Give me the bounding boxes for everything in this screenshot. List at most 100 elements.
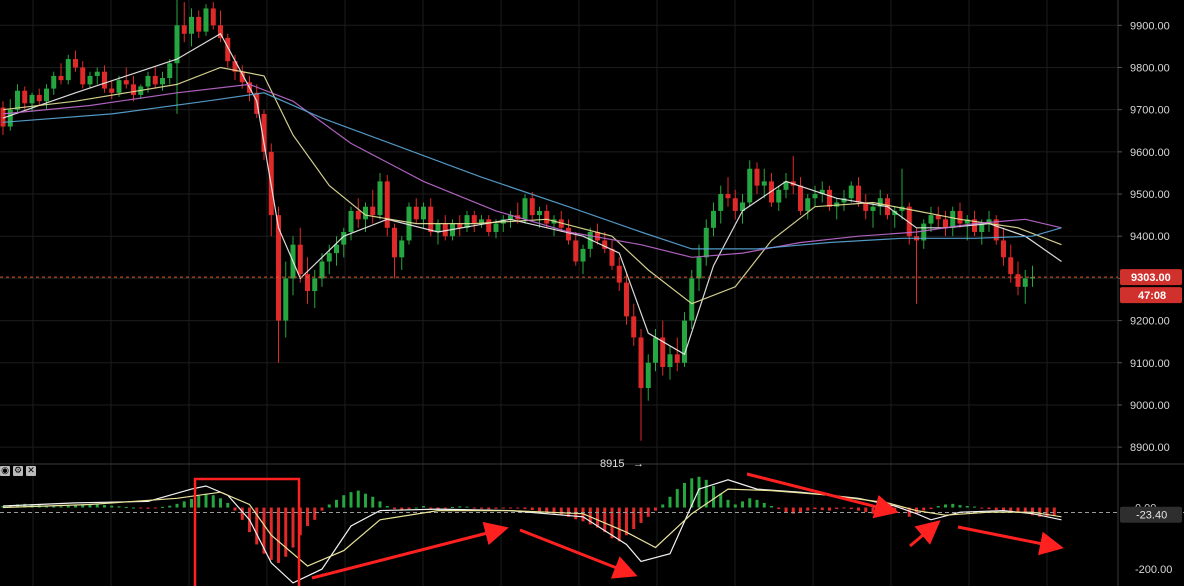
macd-histogram-bar bbox=[451, 506, 454, 508]
price-tick-label: 9000.00 bbox=[1130, 400, 1170, 412]
candle-body bbox=[283, 278, 289, 321]
candle-body bbox=[319, 261, 325, 279]
candle-body bbox=[928, 215, 934, 224]
macd-histogram-bar bbox=[632, 507, 636, 530]
trend-arrow bbox=[957, 525, 1064, 556]
macd-histogram-bar bbox=[327, 504, 331, 508]
macd-histogram-bar bbox=[487, 507, 491, 510]
candle-body bbox=[36, 94, 42, 102]
trend-arrow bbox=[909, 520, 941, 548]
candle-body bbox=[943, 219, 948, 228]
candle-body bbox=[370, 206, 376, 216]
candle-body bbox=[421, 206, 426, 220]
macd-value-label: -23.40 bbox=[1136, 510, 1167, 522]
macd-histogram-bar bbox=[987, 507, 991, 510]
macd-histogram-bar bbox=[364, 493, 367, 508]
candle-body bbox=[529, 198, 535, 216]
candle-body bbox=[392, 227, 397, 258]
macd-histogram-bar bbox=[690, 478, 694, 508]
candle-body bbox=[580, 248, 586, 262]
price-tick-label: 9100.00 bbox=[1130, 358, 1170, 370]
macd-histogram-bar bbox=[842, 507, 846, 509]
macd-histogram-bar bbox=[255, 507, 259, 545]
macd-histogram-bar bbox=[400, 507, 404, 511]
macd-histogram-bar bbox=[182, 501, 186, 508]
macd-histogram-bar bbox=[291, 507, 295, 548]
price-tick-label: 9700.00 bbox=[1130, 105, 1170, 117]
candle-body bbox=[747, 168, 753, 203]
indicator-eye-icon[interactable]: ◉ bbox=[0, 466, 10, 476]
candle-body bbox=[406, 206, 412, 241]
candle-body bbox=[203, 8, 209, 32]
candle-body bbox=[384, 181, 390, 228]
macd-histogram-bar bbox=[284, 507, 288, 557]
macd-histogram-bar bbox=[726, 499, 730, 508]
macd-histogram-bar bbox=[349, 492, 353, 508]
macd-histogram-bar bbox=[973, 506, 976, 508]
price-tick-label: 9200.00 bbox=[1130, 316, 1170, 328]
macd-histogram-bar bbox=[530, 507, 534, 510]
candle-body bbox=[703, 227, 709, 258]
candle-body bbox=[856, 185, 861, 203]
candle-body bbox=[696, 257, 702, 279]
macd-histogram-bar bbox=[262, 507, 266, 554]
macd-histogram-bar bbox=[139, 507, 143, 509]
macd-histogram-bar bbox=[820, 507, 824, 510]
macd-histogram-bar bbox=[958, 505, 962, 508]
price-tick-label: 9500.00 bbox=[1130, 189, 1170, 201]
macd-histogram-bar bbox=[552, 507, 556, 514]
macd-histogram-bar bbox=[835, 507, 839, 510]
highlight-box bbox=[193, 477, 301, 586]
macd-histogram-bar bbox=[211, 495, 215, 508]
macd-histogram-bar bbox=[1031, 507, 1034, 516]
macd-histogram-bar bbox=[16, 504, 19, 508]
indicator-settings-icon[interactable]: ⚙ bbox=[13, 466, 23, 476]
candle-body bbox=[312, 278, 318, 292]
candle-body bbox=[631, 316, 637, 338]
macd-histogram-bar bbox=[313, 507, 317, 520]
candle-body bbox=[102, 71, 107, 89]
macd-histogram-bar bbox=[994, 507, 998, 510]
macd-histogram-bar bbox=[857, 507, 860, 511]
candle-body bbox=[196, 16, 202, 32]
price-tick-label: 9800.00 bbox=[1130, 62, 1170, 74]
macd-histogram-bar bbox=[596, 507, 599, 528]
macd-histogram-bar bbox=[132, 507, 135, 509]
macd-histogram-bar bbox=[335, 499, 338, 508]
candle-body bbox=[899, 206, 905, 211]
macd-histogram-bar bbox=[770, 506, 773, 508]
macd-histogram-bar bbox=[501, 507, 505, 509]
candle-body bbox=[87, 75, 93, 85]
candle-body bbox=[486, 219, 492, 232]
macd-histogram-bar bbox=[813, 507, 817, 510]
macd-histogram-bar bbox=[588, 507, 592, 525]
macd-histogram-bar bbox=[219, 498, 222, 508]
macd-histogram-bar bbox=[617, 507, 621, 542]
macd-histogram-bar bbox=[233, 507, 237, 511]
macd-histogram-bar bbox=[545, 507, 549, 513]
macd-histogram-bar bbox=[66, 505, 70, 508]
candle-body bbox=[522, 198, 528, 220]
macd-histogram-bar bbox=[849, 507, 853, 510]
candle-body bbox=[812, 194, 818, 199]
macd-histogram-bar bbox=[480, 507, 483, 509]
macd-histogram-bar bbox=[1016, 507, 1020, 513]
macd-histogram-bar bbox=[907, 507, 911, 517]
candle-body bbox=[160, 78, 165, 85]
macd-histogram-bar bbox=[472, 507, 476, 509]
macd-histogram-bar bbox=[342, 495, 346, 508]
macd-histogram-bar bbox=[581, 507, 585, 522]
macd-histogram-bar bbox=[226, 502, 230, 508]
indicator-close-icon[interactable]: ✕ bbox=[26, 466, 36, 476]
macd-histogram-bar bbox=[784, 507, 788, 513]
price-axis[interactable]: 9900.00 9800.00 9700.00 9600.00 9500.00 9400.… bbox=[1118, 20, 1182, 576]
candle-body bbox=[0, 107, 6, 127]
candle-body bbox=[624, 282, 629, 317]
macd-histogram-bar bbox=[1052, 507, 1056, 516]
macd-histogram-bar bbox=[356, 490, 360, 508]
candle-body bbox=[305, 274, 310, 292]
price-tick-label: 8900.00 bbox=[1130, 442, 1170, 454]
candle-body bbox=[94, 71, 100, 76]
macd-histogram-bar bbox=[523, 507, 527, 510]
moving-average-line-3 bbox=[2, 83, 1062, 258]
